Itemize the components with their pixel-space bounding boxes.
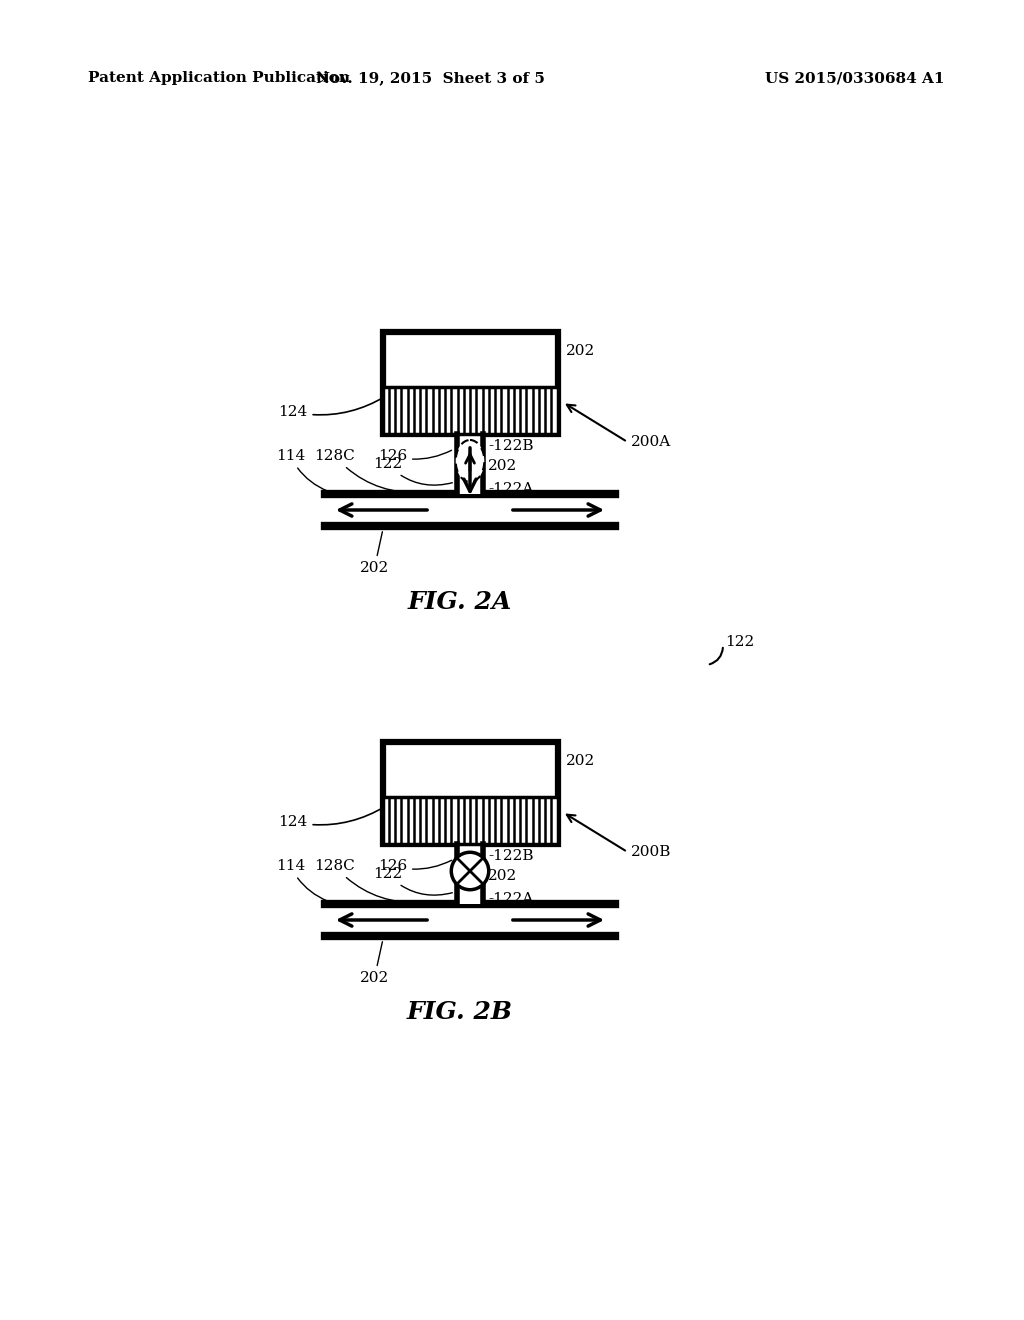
Bar [383,742,557,843]
Text: Patent Application Publication: Patent Application Publication [88,71,350,84]
Text: -122A: -122A [488,892,534,906]
Text: 128C: 128C [314,859,422,903]
Text: 128C: 128C [314,449,422,492]
Bar [457,843,483,904]
Text: FIG. 2A: FIG. 2A [408,590,512,614]
Text: 202: 202 [488,869,517,883]
Text: 202: 202 [565,345,595,358]
Text: 124: 124 [279,396,385,418]
Circle shape [452,853,488,890]
Text: -122A: -122A [488,482,534,496]
Text: 122: 122 [725,635,755,649]
Text: 202: 202 [488,459,517,473]
Text: 126: 126 [378,449,452,463]
Text: 202: 202 [565,754,595,768]
Text: 200B: 200B [631,845,671,859]
Text: US 2015/0330684 A1: US 2015/0330684 A1 [765,71,944,84]
Bar [383,333,557,434]
Bar [325,904,615,924]
Text: 202: 202 [359,532,389,576]
Bar [383,387,557,434]
Text: 202: 202 [359,941,389,985]
Text: 200A: 200A [631,436,671,449]
Text: 124: 124 [279,807,385,829]
Bar [383,797,557,843]
Bar [383,387,557,434]
Text: FIG. 2B: FIG. 2B [407,1001,513,1024]
Text: 126: 126 [378,859,452,873]
Text: Nov. 19, 2015  Sheet 3 of 5: Nov. 19, 2015 Sheet 3 of 5 [315,71,545,84]
Text: 114: 114 [275,449,328,491]
Text: 122: 122 [373,867,453,895]
Text: 122: 122 [373,457,453,486]
Text: -122B: -122B [488,849,534,863]
Text: -122B: -122B [488,440,534,453]
Bar [325,494,615,513]
Bar [383,797,557,843]
Ellipse shape [456,440,484,482]
Text: 114: 114 [275,859,328,902]
Bar [457,434,483,494]
